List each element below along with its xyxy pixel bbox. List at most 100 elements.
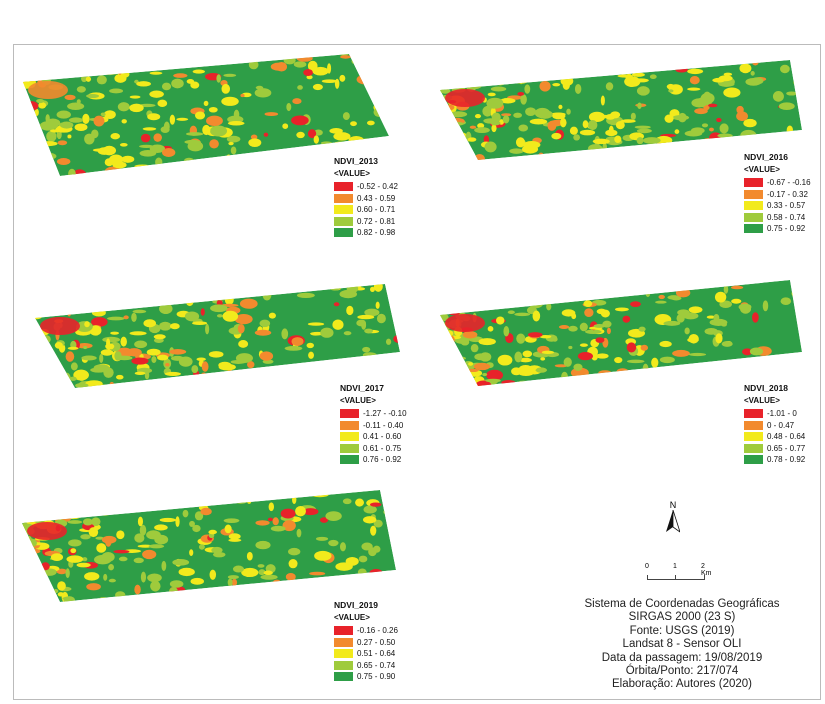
ndvi-patch-class3 xyxy=(551,132,562,140)
ndvi-patch-class4 xyxy=(38,341,43,348)
ndvi-patch-class4 xyxy=(339,542,346,552)
ndvi-patch-class4 xyxy=(186,132,204,136)
legend-swatch xyxy=(340,432,359,442)
legend-label: 0.72 - 0.81 xyxy=(357,216,396,226)
ndvi-patch-class3 xyxy=(263,570,273,576)
ndvi-patch-class2 xyxy=(333,577,341,582)
ndvi-patch-class3 xyxy=(310,332,321,336)
ndvi-patch-class4 xyxy=(509,148,524,154)
ndvi-patch-class3 xyxy=(169,323,180,330)
ndvi-patch-class4 xyxy=(514,351,523,363)
ndvi-patch-class4 xyxy=(273,152,281,158)
ndvi-patch-class1 xyxy=(728,362,736,368)
ndvi-patch-class3 xyxy=(308,351,314,359)
ndvi-patch-class3 xyxy=(357,356,364,367)
ndvi-patch-class4 xyxy=(46,130,57,142)
ndvi-patch-class4 xyxy=(637,144,646,156)
ndvi-patch-class3 xyxy=(142,127,157,131)
ndvi-patch-class3 xyxy=(121,155,135,163)
legend-swatch xyxy=(744,178,763,188)
ndvi-patch-class4 xyxy=(56,110,71,119)
ndvi-patch-class4 xyxy=(23,171,30,176)
ndvi-patch-class3 xyxy=(66,513,81,520)
legend-label: 0.75 - 0.92 xyxy=(767,224,806,234)
ndvi-patch-class3 xyxy=(34,108,39,117)
legend-label: -1.01 - 0 xyxy=(767,409,797,419)
ndvi-patch-class4 xyxy=(484,65,498,73)
ndvi-patch-class2 xyxy=(206,115,223,126)
ndvi-patch-class1 xyxy=(527,332,543,338)
ndvi-patch-class3 xyxy=(446,370,462,375)
ndvi-patch-class3 xyxy=(295,505,306,517)
ndvi-patch-class4 xyxy=(682,280,691,284)
ndvi-patch-class2 xyxy=(469,125,477,129)
map-info: Sistema de Coordenadas Geográficas SIRGA… xyxy=(572,598,792,692)
ndvi-patch-class4 xyxy=(40,335,51,344)
ndvi-patch-class2 xyxy=(200,372,208,381)
ndvi-patch-class3 xyxy=(523,63,542,74)
north-arrow: N xyxy=(663,500,683,536)
ndvi-patch-class2 xyxy=(65,351,75,362)
ndvi-patch-class3 xyxy=(372,574,378,586)
ndvi-patch-class2 xyxy=(597,373,608,382)
ndvi-patch-class4 xyxy=(240,163,258,174)
ndvi-patch-class3 xyxy=(633,78,649,83)
ndvi-patch-class4 xyxy=(460,140,467,144)
ndvi-patch-class3 xyxy=(363,63,373,69)
ndvi-patch-class3 xyxy=(739,63,752,74)
ndvi-patch-class4 xyxy=(62,299,77,305)
ndvi-patch-class1 xyxy=(333,302,340,307)
ndvi-patch-class4 xyxy=(38,59,52,68)
ndvi-patch-class4 xyxy=(712,145,722,154)
north-arrow-icon xyxy=(666,509,681,534)
ndvi-patch-class4 xyxy=(678,376,687,383)
ndvi-patch-class4 xyxy=(22,553,34,565)
ndvi-patch-class3 xyxy=(185,296,194,307)
ndvi-patch-class4 xyxy=(23,68,28,73)
legend-label: 0.65 - 0.74 xyxy=(357,660,396,670)
ndvi-patch-class2 xyxy=(558,324,570,330)
ndvi-patch-class1 xyxy=(140,133,151,143)
ndvi-patch-class4 xyxy=(67,102,85,111)
ndvi-patch-class3 xyxy=(105,490,118,498)
ndvi-patch-class4 xyxy=(134,340,148,349)
ndvi-patch-class4 xyxy=(362,580,369,587)
ndvi-patch-class1 xyxy=(451,366,456,370)
legend-field: <VALUE> xyxy=(340,396,376,405)
ndvi-patch-class3 xyxy=(312,66,329,76)
ndvi-patch-class3 xyxy=(129,95,141,99)
ndvi-patch-class2 xyxy=(72,290,86,298)
ndvi-patch-class2 xyxy=(247,361,255,369)
ndvi-patch-class3 xyxy=(493,295,504,304)
ndvi-patch-class1 xyxy=(291,115,309,126)
ndvi-patch-class1 xyxy=(520,283,533,295)
ndvi-patch-class4 xyxy=(131,312,137,323)
ndvi-patch-class4 xyxy=(561,371,568,383)
ndvi-patch-class3 xyxy=(340,143,351,154)
ndvi-patch-class4 xyxy=(440,351,452,361)
ndvi-patch-class4 xyxy=(657,60,671,67)
ndvi-patch-class3 xyxy=(110,331,120,335)
ndvi-patch-class3 xyxy=(329,127,343,134)
ndvi-patch-class4 xyxy=(297,85,303,90)
ndvi-patch-class4 xyxy=(672,114,690,121)
ndvi-patch-class3 xyxy=(22,490,32,495)
ndvi-patch-class4 xyxy=(502,115,510,124)
legend-label: 0.48 - 0.64 xyxy=(767,432,806,442)
ndvi-patch-class3 xyxy=(771,140,786,149)
ndvi-patch-class4 xyxy=(749,347,764,356)
legend-swatch xyxy=(744,409,763,419)
ndvi-patch-class4 xyxy=(605,82,614,91)
legend-item: 0.72 - 0.81 xyxy=(334,216,398,228)
ndvi-patch-class4 xyxy=(334,580,350,589)
ndvi-patch-class4 xyxy=(38,152,57,160)
ndvi-patch-class3 xyxy=(373,284,383,292)
legend-swatch xyxy=(334,182,353,192)
ndvi-patch-class4 xyxy=(23,54,26,58)
ndvi-patch-class4 xyxy=(668,89,674,93)
ndvi-patch-class3 xyxy=(440,151,448,160)
ndvi-patch-class4 xyxy=(482,105,493,117)
ndvi-patch-class4 xyxy=(167,496,177,500)
ndvi-patch-class4 xyxy=(22,559,26,566)
